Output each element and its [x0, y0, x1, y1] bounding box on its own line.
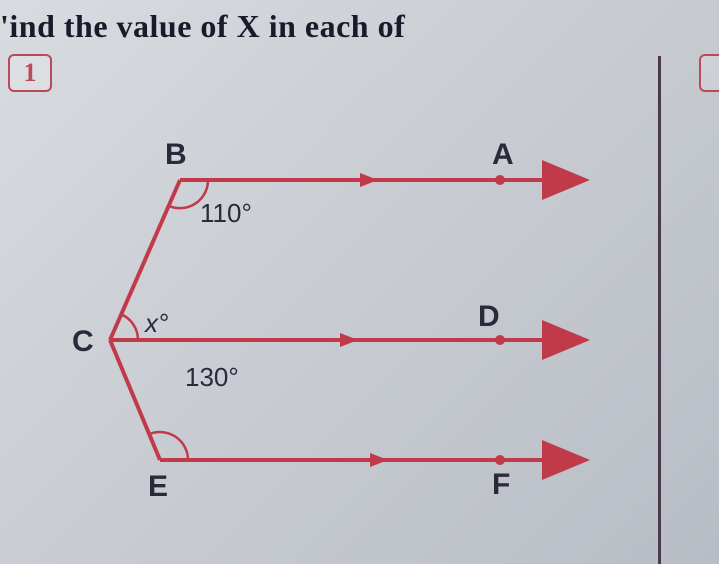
vertical-divider	[658, 56, 661, 564]
label-A: A	[492, 138, 514, 172]
label-B: B	[165, 138, 187, 172]
angle-label-E: 130°	[185, 362, 239, 393]
angle-x-text: x°	[145, 308, 168, 338]
label-E: E	[148, 470, 168, 504]
problem-number-badge: 1	[8, 54, 52, 92]
segment-CE	[110, 340, 160, 460]
label-D: D	[478, 300, 500, 334]
angle-label-B: 110°	[200, 198, 252, 229]
page-heading: 'ind the value of X in each of	[0, 8, 719, 45]
problem-number-badge-right	[699, 54, 719, 92]
angle-label-x: x°	[145, 308, 168, 339]
diagram-svg	[60, 130, 620, 530]
point-F-dot	[495, 455, 505, 465]
point-D-dot	[495, 335, 505, 345]
mid-arrow-BA	[360, 173, 378, 187]
mid-arrow-EF	[370, 453, 388, 467]
point-A-dot	[495, 175, 505, 185]
label-F: F	[492, 468, 510, 502]
angle-arc-x	[121, 314, 138, 340]
geometry-diagram: B A C D E F 110° x° 130°	[60, 130, 620, 530]
mid-arrow-CD	[340, 333, 358, 347]
label-C: C	[72, 325, 94, 359]
